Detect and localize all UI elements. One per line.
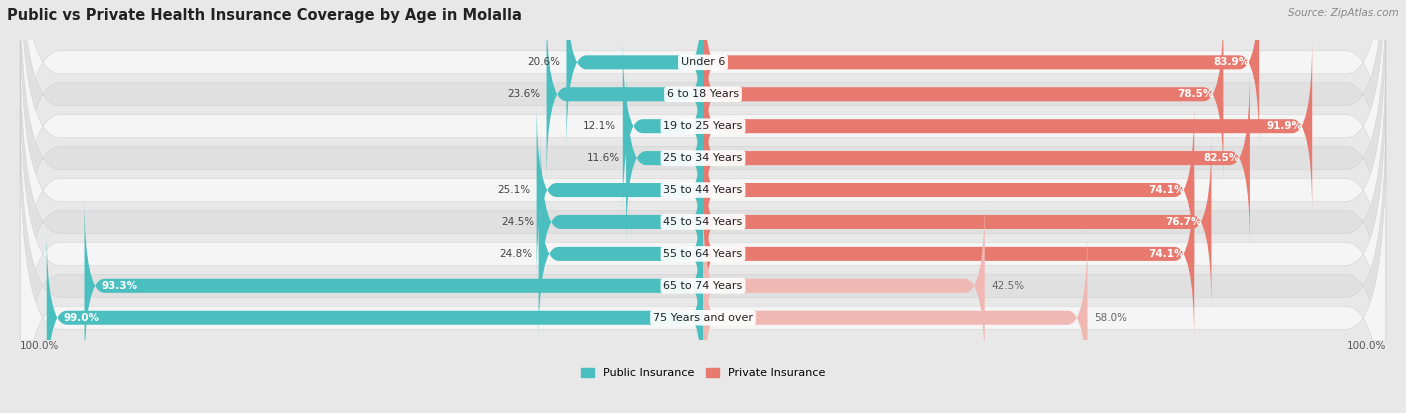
Text: 100.0%: 100.0% — [20, 341, 59, 351]
FancyBboxPatch shape — [626, 69, 703, 247]
Text: Under 6: Under 6 — [681, 57, 725, 67]
FancyBboxPatch shape — [20, 0, 1386, 274]
Text: 83.9%: 83.9% — [1213, 57, 1250, 67]
FancyBboxPatch shape — [703, 101, 1194, 279]
Text: 42.5%: 42.5% — [991, 281, 1025, 291]
FancyBboxPatch shape — [20, 42, 1386, 402]
Text: 11.6%: 11.6% — [586, 153, 620, 163]
FancyBboxPatch shape — [703, 165, 1194, 343]
Text: 25.1%: 25.1% — [496, 185, 530, 195]
Text: 99.0%: 99.0% — [63, 313, 100, 323]
Text: 65 to 74 Years: 65 to 74 Years — [664, 281, 742, 291]
Text: Source: ZipAtlas.com: Source: ZipAtlas.com — [1288, 8, 1399, 18]
FancyBboxPatch shape — [567, 0, 703, 151]
Text: 35 to 44 Years: 35 to 44 Years — [664, 185, 742, 195]
Legend: Public Insurance, Private Insurance: Public Insurance, Private Insurance — [576, 363, 830, 382]
FancyBboxPatch shape — [703, 133, 1212, 311]
Text: 6 to 18 Years: 6 to 18 Years — [666, 89, 740, 99]
FancyBboxPatch shape — [20, 0, 1386, 306]
FancyBboxPatch shape — [20, 106, 1386, 413]
Text: 93.3%: 93.3% — [101, 281, 138, 291]
Text: 82.5%: 82.5% — [1204, 153, 1240, 163]
FancyBboxPatch shape — [540, 133, 703, 311]
FancyBboxPatch shape — [623, 38, 703, 215]
FancyBboxPatch shape — [703, 229, 1087, 406]
FancyBboxPatch shape — [20, 74, 1386, 413]
FancyBboxPatch shape — [20, 0, 1386, 242]
Text: 19 to 25 Years: 19 to 25 Years — [664, 121, 742, 131]
Text: 76.7%: 76.7% — [1166, 217, 1202, 227]
Text: 100.0%: 100.0% — [1347, 341, 1386, 351]
Text: 91.9%: 91.9% — [1267, 121, 1302, 131]
FancyBboxPatch shape — [20, 0, 1386, 338]
Text: 12.1%: 12.1% — [583, 121, 616, 131]
FancyBboxPatch shape — [703, 197, 984, 375]
FancyBboxPatch shape — [20, 138, 1386, 413]
Text: 75 Years and over: 75 Years and over — [652, 313, 754, 323]
Text: 55 to 64 Years: 55 to 64 Years — [664, 249, 742, 259]
FancyBboxPatch shape — [46, 229, 703, 406]
Text: 23.6%: 23.6% — [506, 89, 540, 99]
Text: 74.1%: 74.1% — [1147, 185, 1184, 195]
FancyBboxPatch shape — [537, 101, 703, 279]
Text: 25 to 34 Years: 25 to 34 Years — [664, 153, 742, 163]
FancyBboxPatch shape — [547, 5, 703, 183]
FancyBboxPatch shape — [703, 69, 1250, 247]
FancyBboxPatch shape — [84, 197, 703, 375]
FancyBboxPatch shape — [20, 10, 1386, 370]
Text: 45 to 54 Years: 45 to 54 Years — [664, 217, 742, 227]
Text: 58.0%: 58.0% — [1094, 313, 1128, 323]
FancyBboxPatch shape — [703, 38, 1312, 215]
Text: 24.8%: 24.8% — [499, 249, 531, 259]
Text: 20.6%: 20.6% — [527, 57, 560, 67]
FancyBboxPatch shape — [703, 0, 1260, 151]
Text: 74.1%: 74.1% — [1147, 249, 1184, 259]
FancyBboxPatch shape — [538, 165, 703, 343]
Text: 24.5%: 24.5% — [501, 217, 534, 227]
FancyBboxPatch shape — [703, 5, 1223, 183]
Text: Public vs Private Health Insurance Coverage by Age in Molalla: Public vs Private Health Insurance Cover… — [7, 8, 522, 23]
Text: 78.5%: 78.5% — [1177, 89, 1213, 99]
